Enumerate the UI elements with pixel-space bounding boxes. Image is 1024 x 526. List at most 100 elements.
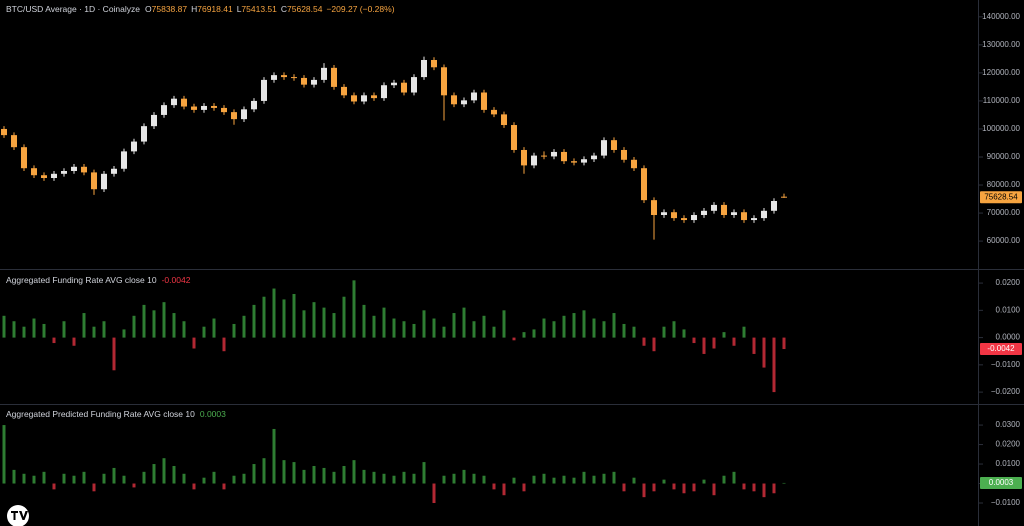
funding-bar bbox=[112, 337, 116, 371]
y-tick-label: 90000.00 bbox=[987, 152, 1021, 161]
candle-body bbox=[451, 95, 457, 105]
funding-bar bbox=[292, 462, 296, 484]
funding-bar bbox=[552, 321, 556, 338]
funding-bar bbox=[22, 473, 26, 484]
funding-bar bbox=[262, 296, 266, 338]
candle-body bbox=[401, 82, 407, 93]
funding-bar bbox=[402, 321, 406, 338]
funding-bar bbox=[252, 304, 256, 338]
funding-bar bbox=[102, 321, 106, 338]
ohlc-value: 76918.41 bbox=[197, 4, 233, 14]
funding-bar bbox=[512, 477, 516, 484]
funding-bar bbox=[772, 337, 776, 393]
funding-bar bbox=[672, 321, 676, 338]
last-price-label: 75628.54 bbox=[984, 192, 1018, 201]
funding-bar bbox=[462, 307, 466, 338]
ohlc-value: 75413.51 bbox=[241, 4, 277, 14]
funding-bar bbox=[422, 462, 426, 484]
candle-body bbox=[471, 92, 477, 101]
pane-value: -0.0042 bbox=[162, 275, 191, 285]
funding-bar bbox=[662, 326, 666, 338]
candle-body bbox=[181, 98, 187, 107]
funding-bar bbox=[702, 337, 706, 354]
candle-body bbox=[91, 172, 97, 190]
candle-body bbox=[611, 140, 617, 150]
candle-body bbox=[141, 126, 147, 142]
candle-body bbox=[131, 141, 137, 152]
y-tick-label: 0.0100 bbox=[996, 459, 1021, 468]
funding-bar bbox=[702, 479, 706, 484]
price-change: −209.27 (−0.28%) bbox=[326, 4, 394, 14]
funding-bar bbox=[92, 483, 96, 492]
candle-body bbox=[281, 75, 287, 78]
funding-bar bbox=[612, 313, 616, 338]
funding-bar bbox=[372, 471, 376, 484]
candle-body bbox=[61, 171, 67, 174]
candle-body bbox=[601, 140, 607, 156]
funding-bar bbox=[352, 280, 356, 338]
candle-body bbox=[781, 196, 787, 198]
funding-bar bbox=[582, 310, 586, 338]
funding-bar bbox=[772, 483, 776, 494]
pane-legend: Aggregated Funding Rate AVG close 10 -0.0… bbox=[6, 275, 191, 285]
y-tick-label: −0.0200 bbox=[991, 387, 1021, 396]
funding-bar bbox=[132, 483, 136, 488]
funding-bar bbox=[362, 304, 366, 338]
y-tick-label: 60000.00 bbox=[987, 236, 1021, 245]
funding-bar bbox=[332, 471, 336, 484]
funding-bar bbox=[72, 475, 76, 484]
candle-body bbox=[661, 212, 667, 216]
funding-bar bbox=[172, 465, 176, 484]
funding-bar bbox=[382, 473, 386, 484]
funding-bar bbox=[32, 318, 36, 338]
candle-body bbox=[101, 173, 107, 190]
funding-bar bbox=[732, 337, 736, 346]
funding-bar bbox=[492, 326, 496, 338]
candle-body bbox=[721, 204, 727, 216]
funding-bar bbox=[652, 483, 656, 492]
candle-body bbox=[731, 212, 737, 216]
funding-bar bbox=[432, 318, 436, 338]
funding-bar bbox=[162, 458, 166, 484]
funding-bar bbox=[762, 337, 766, 368]
candle-body bbox=[481, 92, 487, 110]
funding-bar bbox=[562, 475, 566, 484]
y-tick-label: 0.0200 bbox=[996, 440, 1021, 449]
funding-bar bbox=[312, 302, 316, 338]
y-tick-label: 110000.00 bbox=[983, 96, 1021, 105]
funding-bar bbox=[122, 475, 126, 484]
funding-bar bbox=[392, 318, 396, 338]
ohlc-label: O bbox=[145, 4, 152, 14]
funding-bar bbox=[212, 318, 216, 338]
candle-body bbox=[361, 95, 367, 102]
funding-bar bbox=[672, 483, 676, 490]
y-tick-label: 0.0100 bbox=[996, 305, 1021, 314]
candle-body bbox=[51, 173, 57, 179]
funding-bar bbox=[342, 465, 346, 484]
funding-bar bbox=[642, 483, 646, 498]
funding-bar bbox=[252, 464, 256, 484]
funding-bar bbox=[472, 473, 476, 484]
candle-body bbox=[11, 135, 17, 148]
funding-bar bbox=[622, 483, 626, 492]
funding-bar bbox=[582, 471, 586, 484]
funding-bar bbox=[82, 471, 86, 484]
candle-body bbox=[121, 151, 127, 169]
funding-bar bbox=[762, 483, 766, 498]
funding-bar bbox=[382, 307, 386, 338]
funding-bar bbox=[712, 337, 716, 349]
candle-body bbox=[341, 86, 347, 96]
funding-bar bbox=[682, 483, 686, 494]
funding-bar bbox=[192, 337, 196, 349]
candle-body bbox=[271, 75, 277, 80]
candle-body bbox=[591, 155, 597, 160]
candle-body bbox=[21, 147, 27, 169]
pane-value: 0.0003 bbox=[200, 409, 226, 419]
last-value-badge bbox=[980, 476, 1022, 489]
funding-bar bbox=[62, 321, 66, 338]
funding-bar bbox=[722, 332, 726, 338]
candle-body bbox=[171, 98, 177, 106]
funding-bar bbox=[482, 315, 486, 338]
